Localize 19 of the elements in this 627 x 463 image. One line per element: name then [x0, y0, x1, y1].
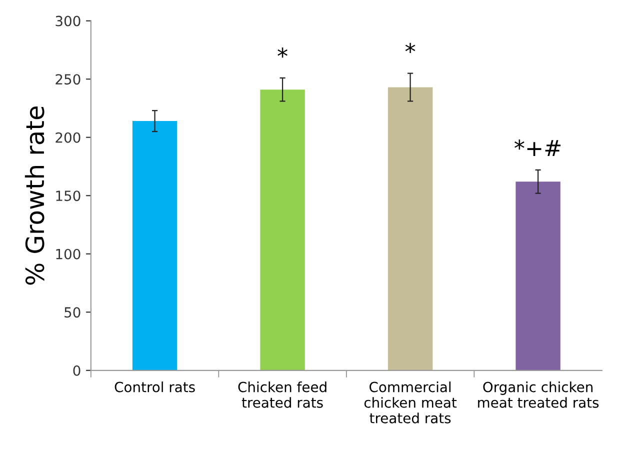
bar: [132, 121, 178, 370]
y-tick-label: 200: [56, 132, 80, 143]
y-axis-title: % Growth rate: [24, 106, 44, 285]
bar: [260, 90, 305, 370]
y-tick-label: 100: [56, 248, 80, 260]
y-tick-label: 50: [64, 307, 80, 318]
annotation: *: [278, 47, 288, 58]
x-tick-label: Commercial chicken meat treated rats: [364, 382, 457, 424]
x-tick-label: Organic chicken meat treated rats: [478, 382, 599, 408]
y-tick-label: 150: [56, 190, 80, 202]
y-tick-label: 250: [56, 74, 80, 85]
annotation: *+#: [514, 140, 561, 156]
bar: [516, 182, 560, 370]
x-tick-label: Chicken feed treated rats: [238, 382, 326, 408]
annotation: *: [405, 42, 416, 53]
y-tick-label: 0: [73, 365, 80, 376]
y-tick-label: 300: [56, 16, 80, 26]
bar: [388, 87, 433, 370]
x-tick-label: Control rats: [114, 382, 195, 392]
